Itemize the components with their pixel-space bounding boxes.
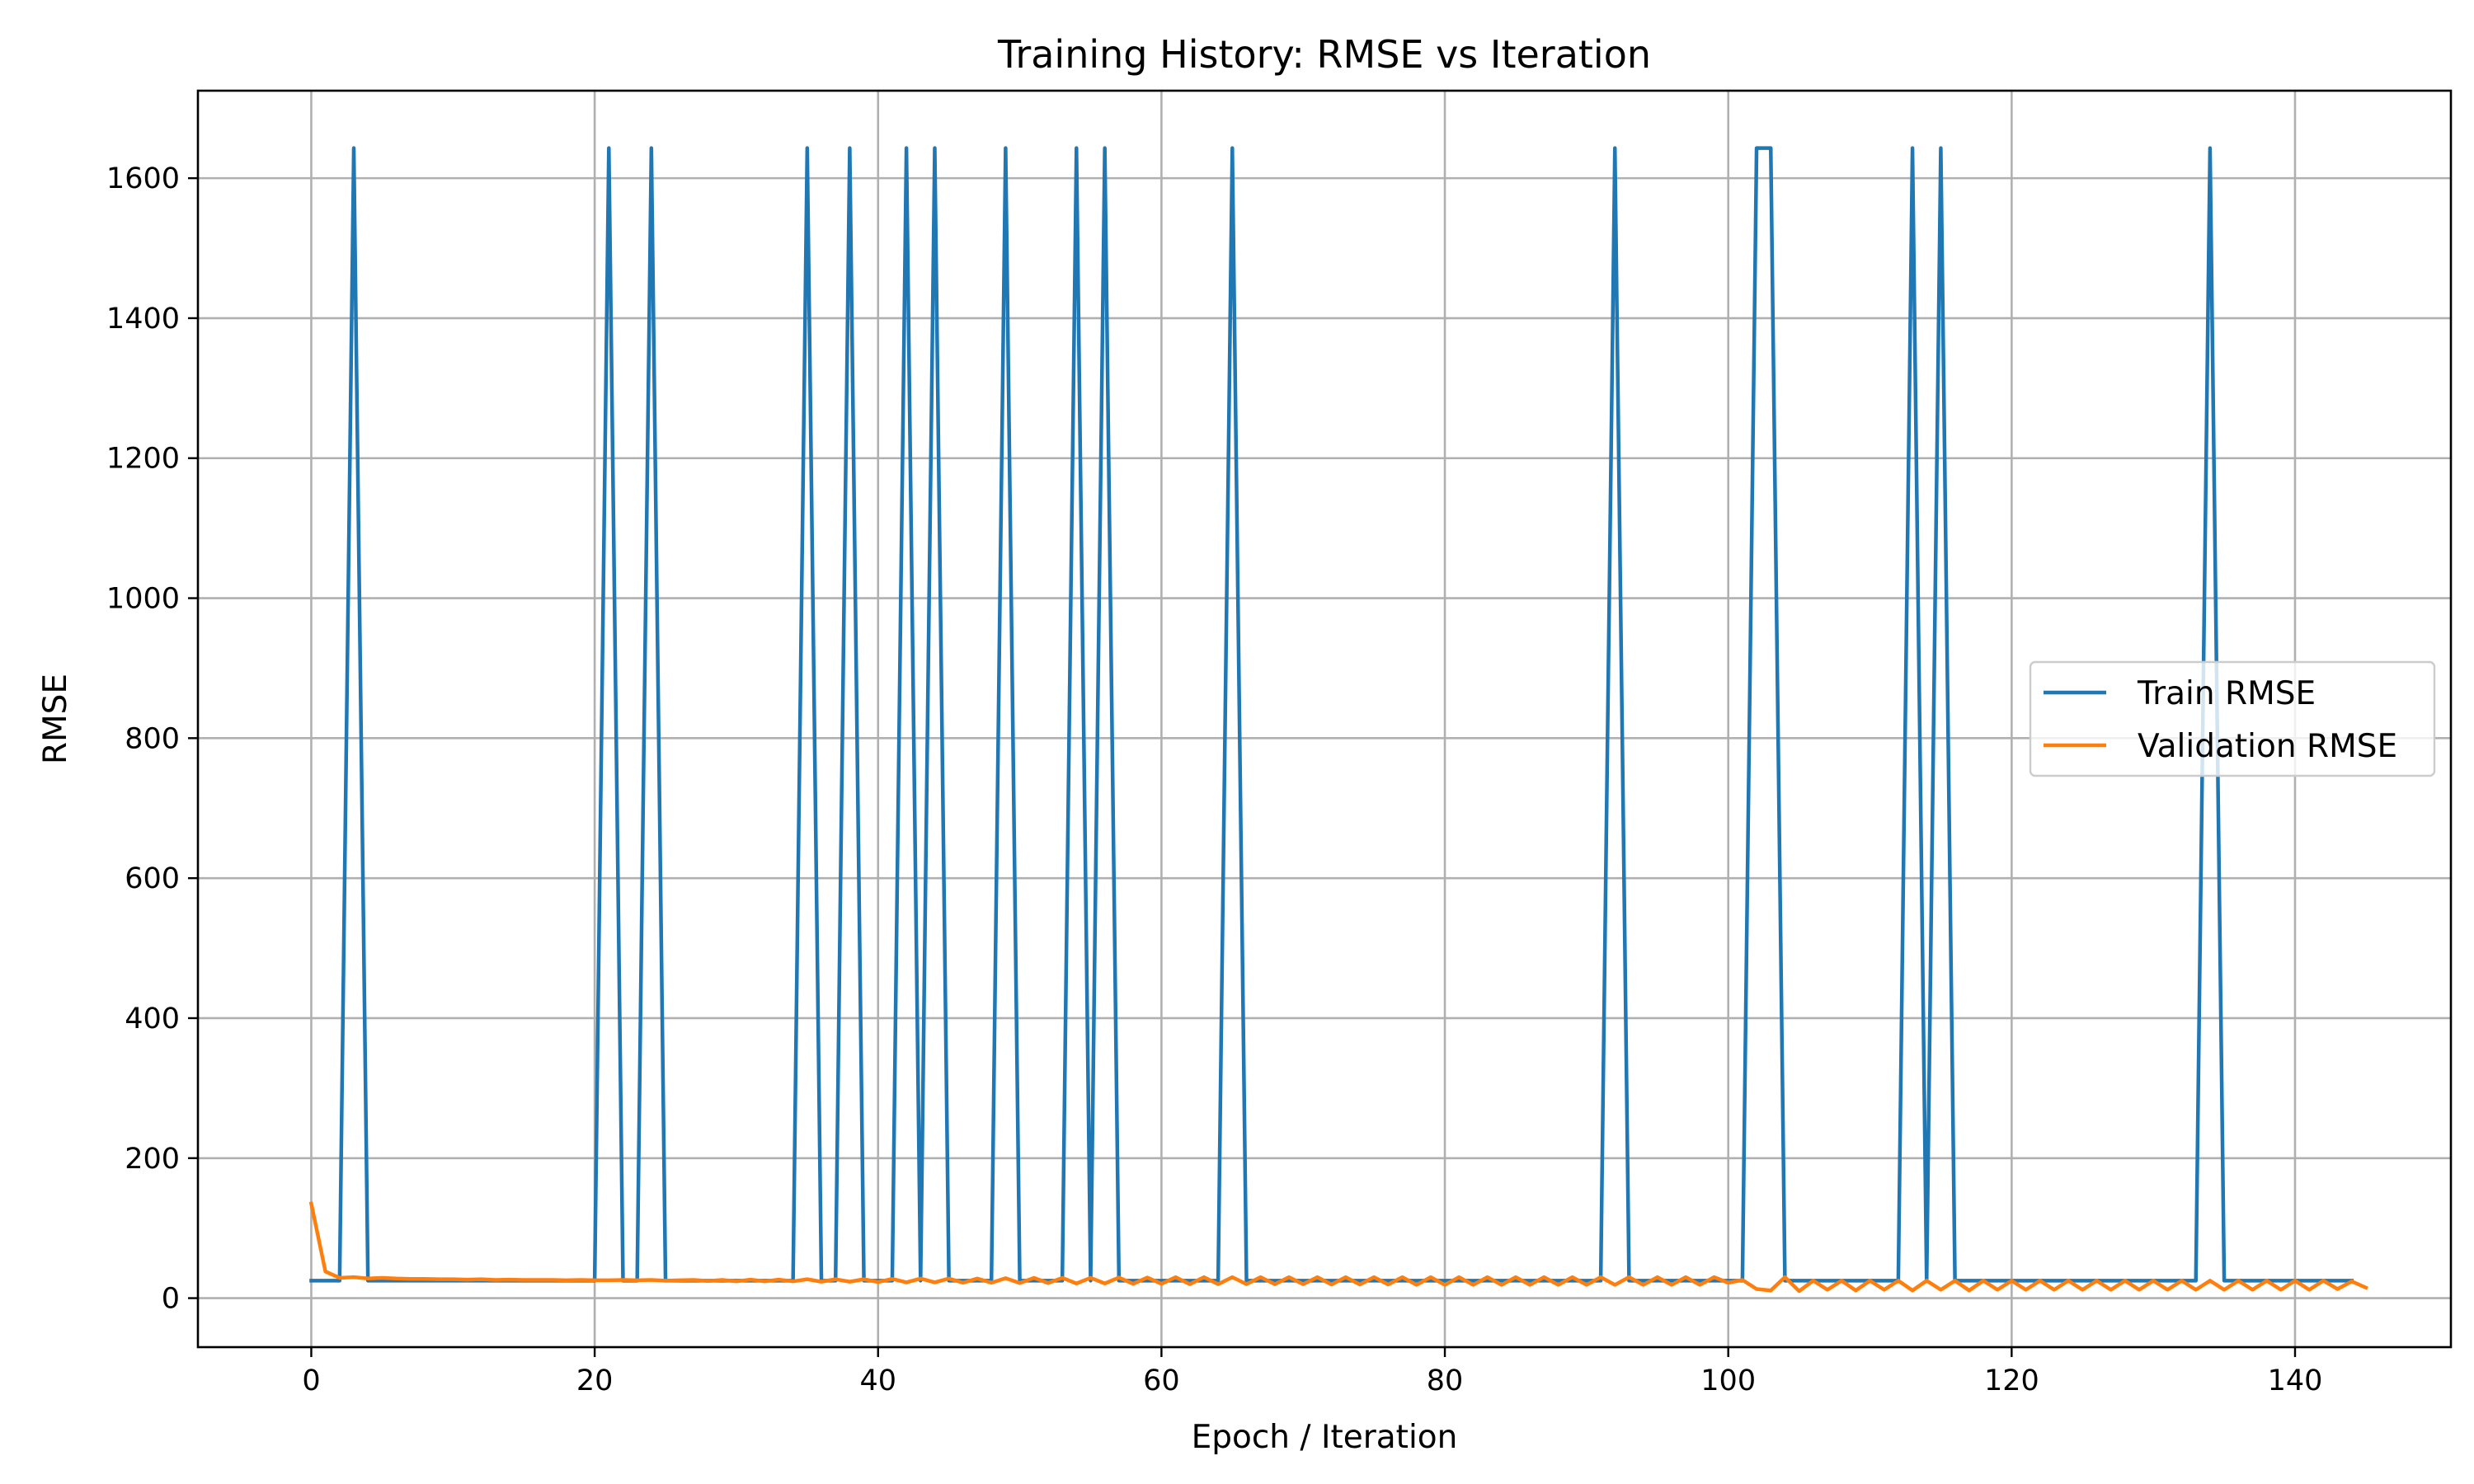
series-lines <box>308 146 2368 1294</box>
grid-lines <box>198 91 2451 1347</box>
x-tick-label: 120 <box>1984 1364 2039 1397</box>
y-tick-label: 0 <box>162 1283 180 1316</box>
chart-title: Training History: RMSE vs Iteration <box>997 32 1651 77</box>
y-tick-label: 1200 <box>106 443 180 476</box>
x-tick-label: 0 <box>302 1364 320 1397</box>
y-axis-title: RMSE <box>37 674 74 764</box>
y-tick-label: 1400 <box>106 303 180 336</box>
x-tick-label: 40 <box>859 1364 896 1397</box>
x-tick-label: 80 <box>1427 1364 1464 1397</box>
y-tick-label: 1000 <box>106 583 180 616</box>
y-tick-label: 800 <box>125 722 180 755</box>
x-axis-title: Epoch / Iteration <box>1192 1419 1458 1456</box>
series-line-validation-rmse <box>308 1201 2368 1294</box>
axis-ticks: 0 20 40 60 80 100 120 1400200400600800100012001… <box>106 162 2322 1397</box>
legend-box <box>2029 660 2436 777</box>
y-tick-label: 600 <box>125 862 180 895</box>
legend-label-train-rmse: Train RMSE <box>2137 675 2316 712</box>
x-tick-label: 60 <box>1143 1364 1180 1397</box>
x-tick-label: 100 <box>1700 1364 1756 1397</box>
x-tick-label: 140 <box>2268 1364 2323 1397</box>
y-tick-label: 200 <box>125 1143 180 1176</box>
y-tick-label: 1600 <box>106 162 180 195</box>
plot-frame <box>196 89 2453 1349</box>
x-tick-label: 20 <box>576 1364 614 1397</box>
y-tick-label: 400 <box>125 1003 180 1036</box>
legend-label-validation-rmse: Validation RMSE <box>2138 728 2397 765</box>
legend: Train RMSE Validation RMSE <box>2029 660 2436 777</box>
